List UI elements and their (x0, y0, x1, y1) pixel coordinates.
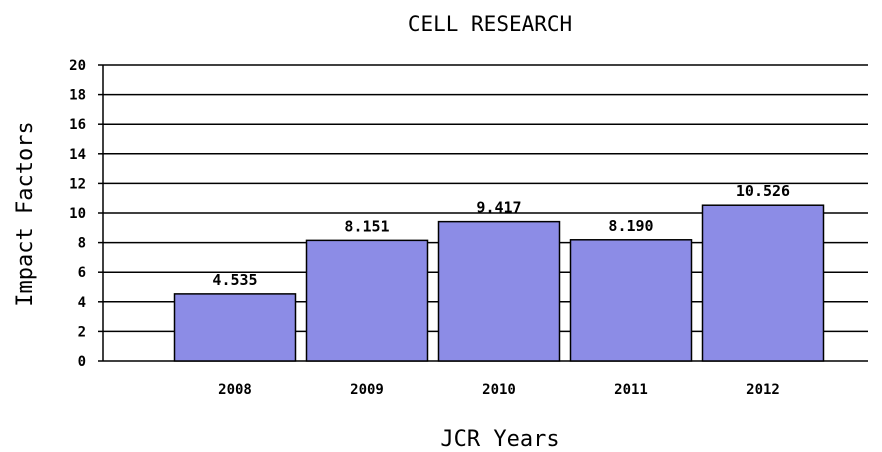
x-tick-label-2009: 2009 (350, 382, 384, 398)
bar-2008 (173, 293, 297, 362)
bars (173, 204, 825, 362)
y-tick-label: 4 (78, 295, 86, 311)
x-tick-label-2008: 2008 (218, 382, 252, 398)
bar-2011 (569, 239, 693, 362)
data-label-2011: 8.190 (608, 217, 653, 235)
data-label-2010: 9.417 (476, 199, 521, 217)
x-tick-label-2011: 2011 (614, 382, 648, 398)
y-tick-label: 14 (69, 147, 86, 163)
y-tick-label: 20 (69, 58, 86, 74)
x-axis-label: JCR Years (440, 427, 559, 452)
y-tick-label: 0 (78, 354, 86, 370)
y-axis-label: Impact Factors (13, 121, 38, 306)
x-tick-labels: 2008 2009 2010 2011 2012 (218, 382, 780, 398)
data-label-2008: 4.535 (212, 271, 257, 289)
y-tick-label: 2 (78, 324, 86, 340)
y-tick-label: 16 (69, 117, 86, 133)
chart-title: CELL RESEARCH (408, 12, 572, 36)
data-label-2009: 8.151 (344, 217, 389, 235)
data-labels: 4.535 8.151 9.417 8.190 10.526 (212, 182, 790, 289)
y-tick-label: 12 (69, 176, 86, 192)
y-tick-label: 10 (69, 206, 86, 222)
y-tick-labels: 0 2 4 6 8 10 12 14 16 18 20 (69, 58, 86, 370)
bar-2010 (437, 220, 561, 362)
bar-2012 (701, 204, 825, 362)
y-tick-label: 8 (78, 236, 86, 252)
x-tick-label-2010: 2010 (482, 382, 516, 398)
x-tick-label-2012: 2012 (746, 382, 780, 398)
bar-2009 (305, 239, 429, 362)
y-tick-label: 18 (69, 88, 86, 104)
data-label-2012: 10.526 (736, 182, 790, 200)
y-tick-label: 6 (78, 265, 86, 281)
